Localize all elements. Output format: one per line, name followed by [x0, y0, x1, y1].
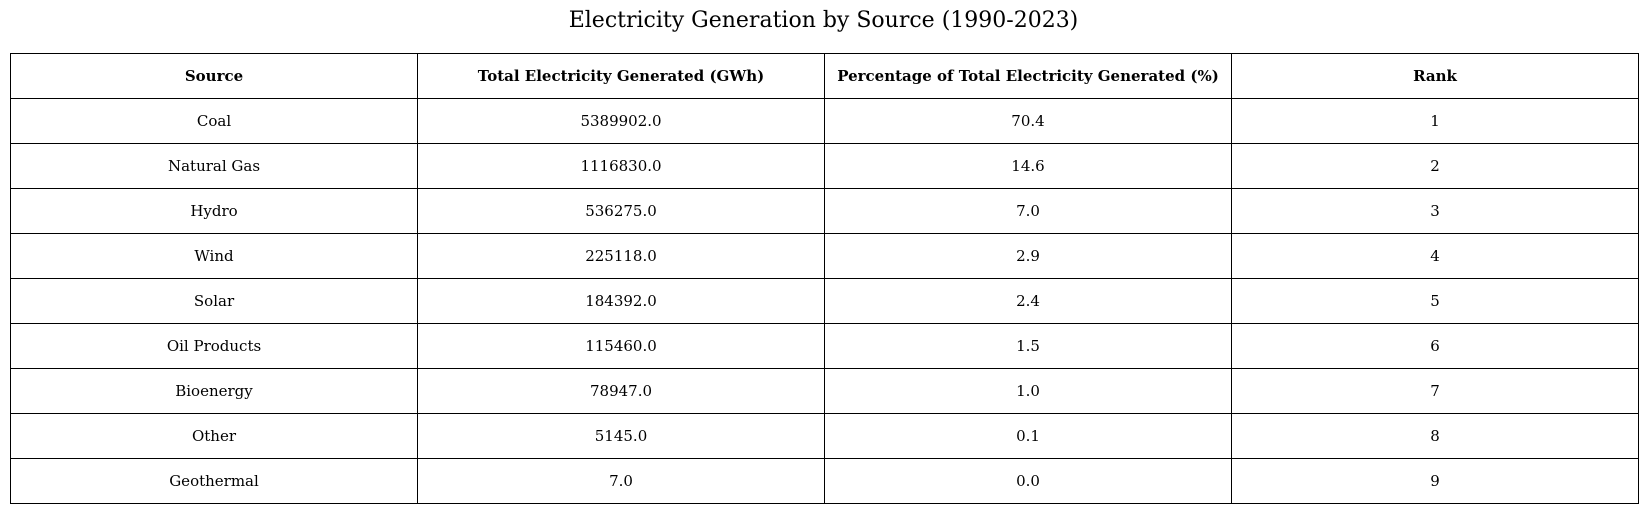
cell-percentage: 2.9: [824, 233, 1232, 279]
cell-total-generated: 5389902.0: [417, 98, 825, 144]
cell-percentage: 1.5: [824, 323, 1232, 369]
header-rank: Rank: [1231, 53, 1639, 99]
cell-source: Coal: [10, 98, 418, 144]
cell-percentage: 0.1: [824, 413, 1232, 459]
cell-percentage: 7.0: [824, 188, 1232, 234]
header-row: Source Total Electricity Generated (GWh)…: [10, 53, 1639, 99]
cell-source: Hydro: [10, 188, 418, 234]
cell-total-generated: 78947.0: [417, 368, 825, 414]
cell-percentage: 14.6: [824, 143, 1232, 189]
cell-total-generated: 225118.0: [417, 233, 825, 279]
cell-total-generated: 115460.0: [417, 323, 825, 369]
cell-source: Bioenergy: [10, 368, 418, 414]
cell-rank: 3: [1231, 188, 1639, 234]
cell-rank: 7: [1231, 368, 1639, 414]
cell-source: Other: [10, 413, 418, 459]
cell-source: Oil Products: [10, 323, 418, 369]
cell-rank: 8: [1231, 413, 1639, 459]
cell-percentage: 2.4: [824, 278, 1232, 324]
header-total-generated: Total Electricity Generated (GWh): [417, 53, 825, 99]
cell-total-generated: 184392.0: [417, 278, 825, 324]
cell-source: Wind: [10, 233, 418, 279]
cell-rank: 4: [1231, 233, 1639, 279]
table-row: Natural Gas 1116830.0 14.6 2: [10, 143, 1639, 189]
cell-source: Geothermal: [10, 458, 418, 504]
table-row: Bioenergy 78947.0 1.0 7: [10, 368, 1639, 414]
table-row: Hydro 536275.0 7.0 3: [10, 188, 1639, 234]
cell-rank: 1: [1231, 98, 1639, 144]
data-table: Source Total Electricity Generated (GWh)…: [10, 53, 1639, 504]
cell-total-generated: 7.0: [417, 458, 825, 504]
table-row: Solar 184392.0 2.4 5: [10, 278, 1639, 324]
table-row: Oil Products 115460.0 1.5 6: [10, 323, 1639, 369]
cell-total-generated: 1116830.0: [417, 143, 825, 189]
cell-rank: 5: [1231, 278, 1639, 324]
cell-percentage: 70.4: [824, 98, 1232, 144]
cell-rank: 6: [1231, 323, 1639, 369]
table-row: Other 5145.0 0.1 8: [10, 413, 1639, 459]
header-source: Source: [10, 53, 418, 99]
cell-percentage: 1.0: [824, 368, 1232, 414]
cell-rank: 9: [1231, 458, 1639, 504]
table-title: Electricity Generation by Source (1990-2…: [568, 8, 1079, 33]
table-row: Coal 5389902.0 70.4 1: [10, 98, 1639, 144]
table-row: Geothermal 7.0 0.0 9: [10, 458, 1639, 504]
cell-rank: 2: [1231, 143, 1639, 189]
header-percentage: Percentage of Total Electricity Generate…: [824, 53, 1232, 99]
cell-total-generated: 536275.0: [417, 188, 825, 234]
cell-total-generated: 5145.0: [417, 413, 825, 459]
cell-source: Solar: [10, 278, 418, 324]
cell-percentage: 0.0: [824, 458, 1232, 504]
cell-source: Natural Gas: [10, 143, 418, 189]
table-row: Wind 225118.0 2.9 4: [10, 233, 1639, 279]
